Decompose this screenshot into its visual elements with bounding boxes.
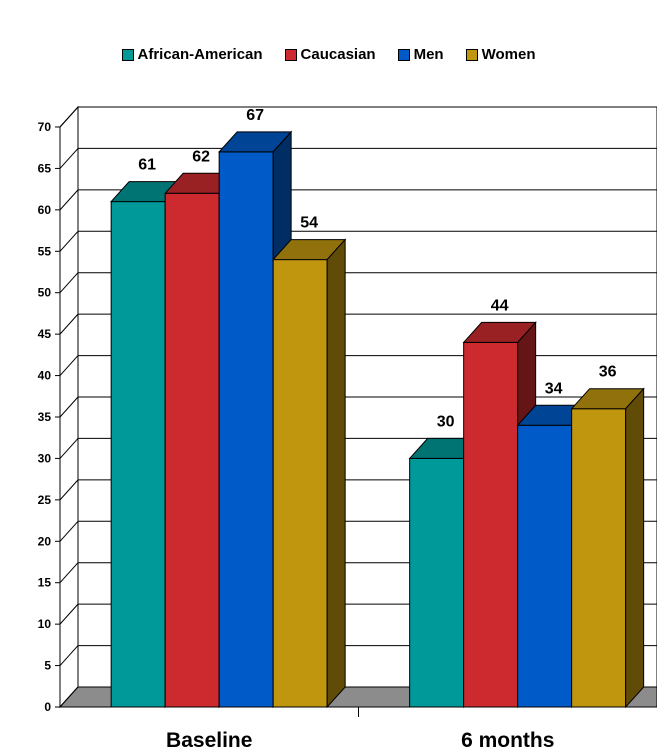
legend-item: Women xyxy=(465,46,536,63)
legend-label: Men xyxy=(413,46,444,63)
y-tick-label: 10 xyxy=(38,617,52,631)
bar xyxy=(571,408,627,708)
data-label: 67 xyxy=(246,107,264,124)
y-tick-label: 40 xyxy=(38,369,52,383)
data-label: 36 xyxy=(599,364,617,381)
bar xyxy=(110,201,166,708)
legend: African-American Caucasian Men Women xyxy=(0,46,657,63)
data-label: 61 xyxy=(138,157,156,174)
gridline-side xyxy=(59,603,79,625)
y-tick-label: 5 xyxy=(44,659,51,673)
gridline-side xyxy=(59,396,79,418)
gridline-side xyxy=(59,562,79,584)
bar xyxy=(164,192,220,708)
legend-swatch xyxy=(397,48,410,61)
y-tick-label: 15 xyxy=(38,576,52,590)
y-tick-label: 50 xyxy=(38,286,52,300)
y-tick-label: 30 xyxy=(38,451,52,465)
gridline-side xyxy=(59,272,79,294)
gridline-side xyxy=(59,148,79,169)
gridline-side xyxy=(59,189,79,211)
gridline-side xyxy=(59,479,79,501)
y-tick-label: 0 xyxy=(44,700,51,714)
y-tick-label: 20 xyxy=(38,534,52,548)
data-label: 62 xyxy=(192,148,210,165)
data-label: 34 xyxy=(545,380,563,397)
legend-swatch xyxy=(465,48,478,61)
data-label: 54 xyxy=(300,215,318,232)
bar xyxy=(517,424,573,708)
data-label: 44 xyxy=(491,297,509,314)
legend-swatch xyxy=(121,48,134,61)
gridline-side xyxy=(59,230,79,252)
x-category-label: Baseline xyxy=(166,729,252,748)
y-tick-label: 55 xyxy=(38,244,52,258)
legend-label: African-American xyxy=(137,46,263,63)
gridline-side xyxy=(59,438,79,459)
legend-swatch xyxy=(284,48,297,61)
bar-side xyxy=(625,387,645,709)
y-tick-label: 70 xyxy=(38,120,52,134)
gridline-side xyxy=(59,645,79,666)
legend-label: Caucasian xyxy=(300,46,376,63)
legend-item: African-American xyxy=(121,46,263,63)
bar xyxy=(218,151,274,708)
y-tick-label: 25 xyxy=(38,493,52,507)
gridline-side xyxy=(59,355,79,376)
y-tick-label: 35 xyxy=(38,410,52,424)
y-tick-label: 60 xyxy=(38,203,52,217)
gridline-side xyxy=(59,313,79,335)
legend-item: Caucasian xyxy=(284,46,376,63)
x-category-label: 6 months xyxy=(461,729,554,748)
bar xyxy=(272,259,328,708)
bar xyxy=(409,457,465,708)
y-tick-label: 65 xyxy=(38,161,52,175)
data-label: 30 xyxy=(437,413,455,430)
y-tick-label: 45 xyxy=(38,327,52,341)
legend-label: Women xyxy=(481,46,536,63)
gridline-side xyxy=(59,520,79,542)
bar xyxy=(463,341,519,708)
legend-item: Men xyxy=(397,46,444,63)
bar-side xyxy=(326,238,346,709)
